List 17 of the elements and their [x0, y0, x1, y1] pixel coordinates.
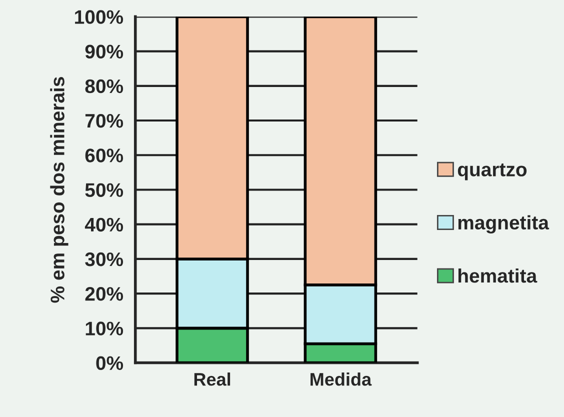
y-tick-label: 90% [85, 44, 124, 59]
legend-label: quartzo [458, 164, 527, 180]
y-tick-label: 30% [85, 252, 124, 266]
x-tick-label: Real [194, 372, 230, 386]
x-tick-label: Medida [310, 372, 372, 386]
y-tick-label: 10% [86, 322, 124, 336]
y-tick-label: 50% [85, 183, 124, 197]
y-axis-title: % em peso dos minerais [50, 77, 68, 303]
y-tick-label: 40% [84, 218, 124, 232]
legend-label: hematita [458, 268, 538, 283]
y-tick-label: 70% [85, 114, 124, 128]
y-tick-label: 60% [85, 148, 124, 162]
y-tick-label: 0% [96, 356, 124, 370]
y-tick-label: 100% [75, 10, 124, 24]
legend-label: magnetita [458, 215, 550, 234]
y-tick-label: 80% [85, 79, 124, 94]
y-tick-label: 20% [85, 287, 124, 301]
